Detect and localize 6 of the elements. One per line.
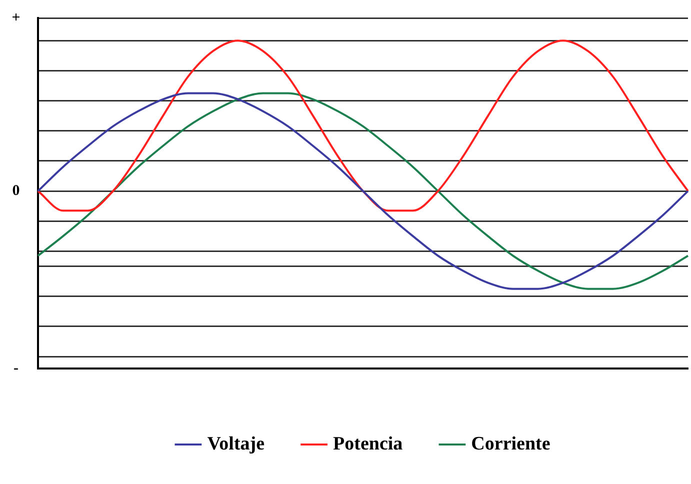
legend-label: Potencia	[333, 433, 404, 454]
text: -	[14, 360, 18, 376]
text: +	[12, 10, 20, 26]
legend-label: Voltaje	[207, 433, 265, 454]
text: 0	[12, 182, 20, 199]
legend-label: Corriente	[471, 433, 550, 454]
